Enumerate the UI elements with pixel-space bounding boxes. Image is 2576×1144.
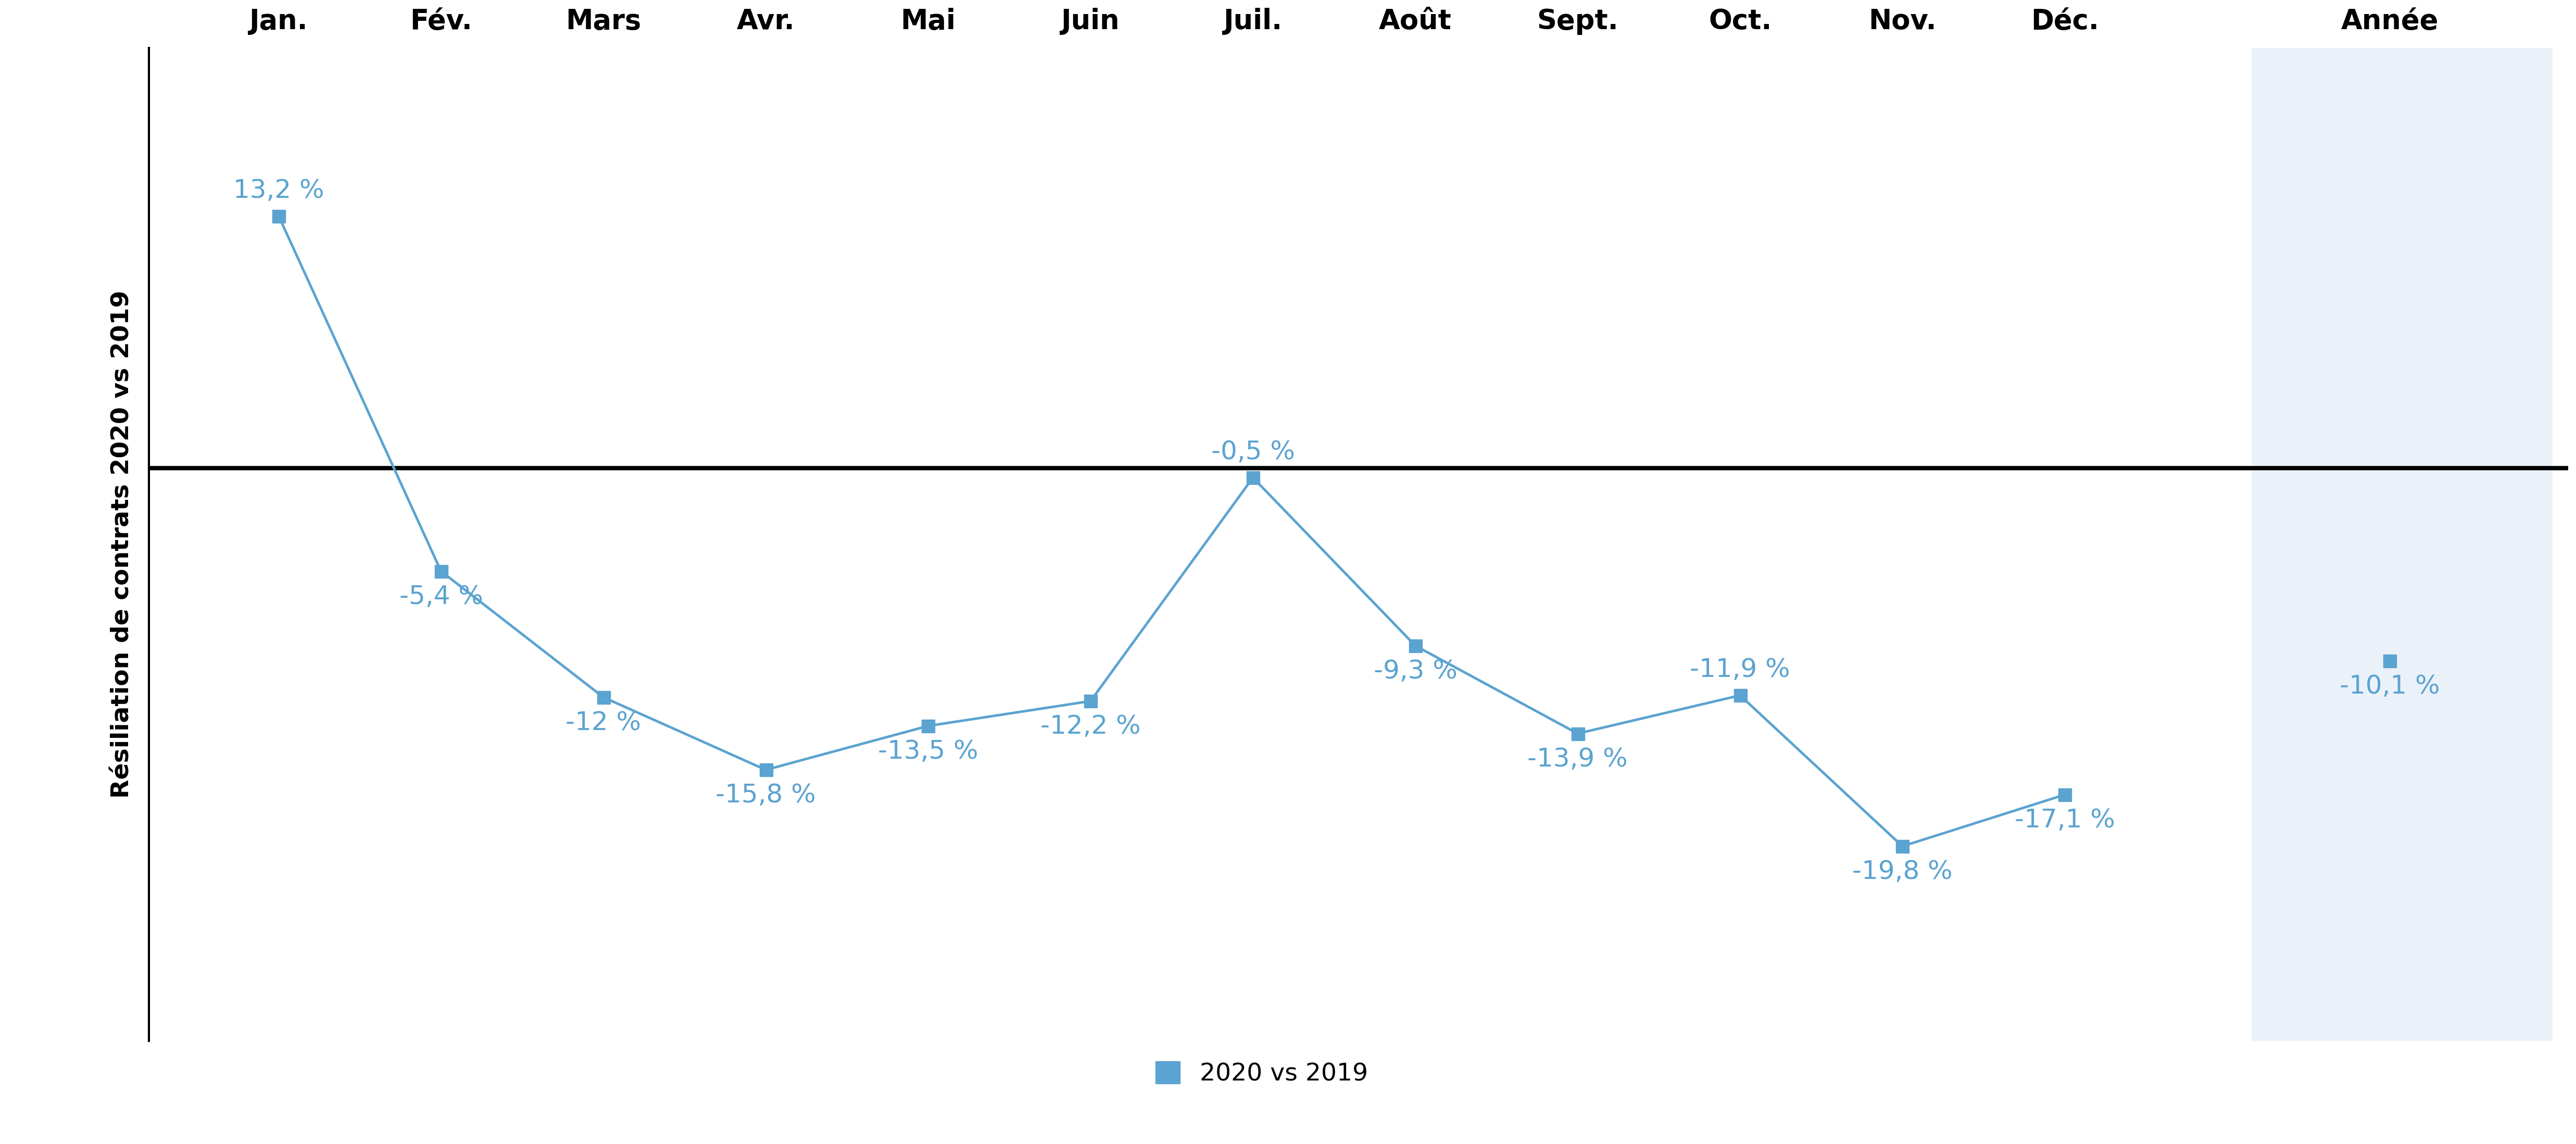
Text: -13,9 %: -13,9 % bbox=[1528, 747, 1628, 771]
Bar bbox=[2251, 48, 2553, 1041]
Text: -13,5 %: -13,5 % bbox=[878, 739, 979, 764]
Legend: 2020 vs 2019: 2020 vs 2019 bbox=[1144, 1049, 1381, 1098]
Text: -15,8 %: -15,8 % bbox=[716, 782, 817, 808]
Text: -17,1 %: -17,1 % bbox=[2014, 808, 2115, 833]
Text: -19,8 %: -19,8 % bbox=[1852, 859, 1953, 884]
Y-axis label: Résiliation de contrats 2020 vs 2019: Résiliation de contrats 2020 vs 2019 bbox=[111, 291, 134, 799]
Text: -0,5 %: -0,5 % bbox=[1211, 439, 1296, 464]
Text: -12 %: -12 % bbox=[567, 710, 641, 736]
Text: -10,1 %: -10,1 % bbox=[2339, 674, 2439, 699]
Text: 13,2 %: 13,2 % bbox=[234, 178, 325, 202]
Text: -9,3 %: -9,3 % bbox=[1373, 659, 1458, 684]
Text: -12,2 %: -12,2 % bbox=[1041, 714, 1141, 739]
Text: -11,9 %: -11,9 % bbox=[1690, 658, 1790, 682]
Text: -5,4 %: -5,4 % bbox=[399, 585, 482, 610]
